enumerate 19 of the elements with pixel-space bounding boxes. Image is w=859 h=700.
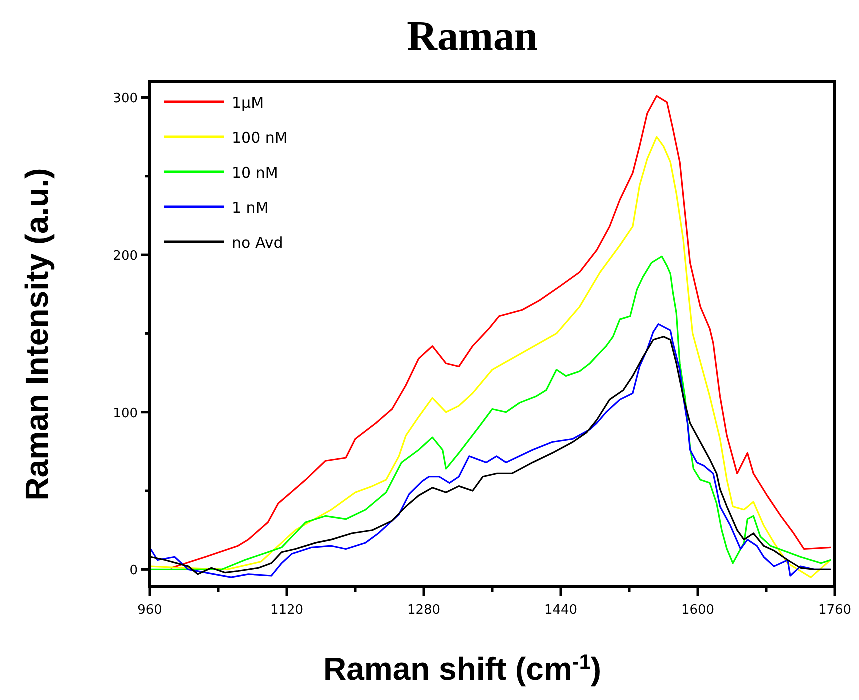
legend-label: no Avd <box>232 234 284 252</box>
x-tick-label: 1760 <box>818 603 852 618</box>
y-tick-label: 300 <box>113 92 138 107</box>
y-tick-label: 0 <box>130 564 138 579</box>
x-tick-label: 1120 <box>270 603 304 618</box>
x-tick-label: 1440 <box>544 603 578 618</box>
x-tick-label: 1600 <box>681 603 715 618</box>
legend-label: 1 nM <box>232 199 269 217</box>
x-tick-label: 960 <box>138 603 162 618</box>
legend-label: 10 nM <box>232 164 278 182</box>
legend-label: 100 nM <box>232 129 288 147</box>
y-tick-label: 200 <box>113 249 138 264</box>
line-series <box>150 256 832 570</box>
legend-label: 1µM <box>232 94 264 112</box>
y-tick-label: 100 <box>113 406 138 422</box>
x-axis-title: Raman shift (cm$^{-1}$) <box>323 650 602 687</box>
y-axis-title: Raman Intensity (a.u.) <box>19 168 55 501</box>
x-tick-label: 1280 <box>407 603 441 618</box>
chart-title: Raman <box>407 14 538 60</box>
